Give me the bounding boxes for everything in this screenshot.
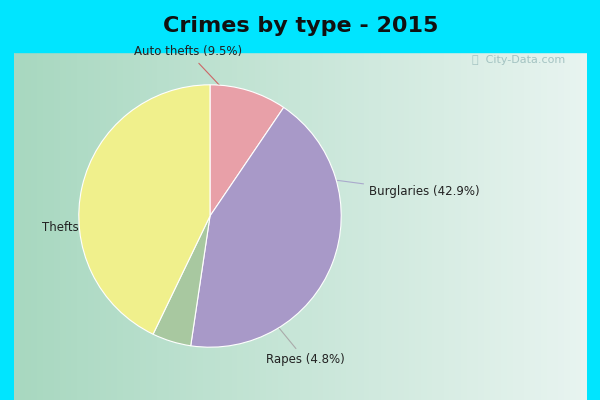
Wedge shape (153, 216, 210, 346)
Bar (14, 0, 587, 52)
Text: Burglaries (42.9%): Burglaries (42.9%) (337, 180, 479, 198)
Wedge shape (210, 85, 284, 216)
Wedge shape (191, 108, 341, 347)
Text: ⓘ  City-Data.com: ⓘ City-Data.com (472, 55, 565, 65)
Text: Thefts (42.9%): Thefts (42.9%) (43, 217, 137, 234)
Text: Crimes by type - 2015: Crimes by type - 2015 (163, 16, 438, 36)
Text: Auto thefts (9.5%): Auto thefts (9.5%) (134, 46, 242, 90)
Text: Rapes (4.8%): Rapes (4.8%) (266, 314, 344, 366)
Wedge shape (79, 85, 210, 334)
